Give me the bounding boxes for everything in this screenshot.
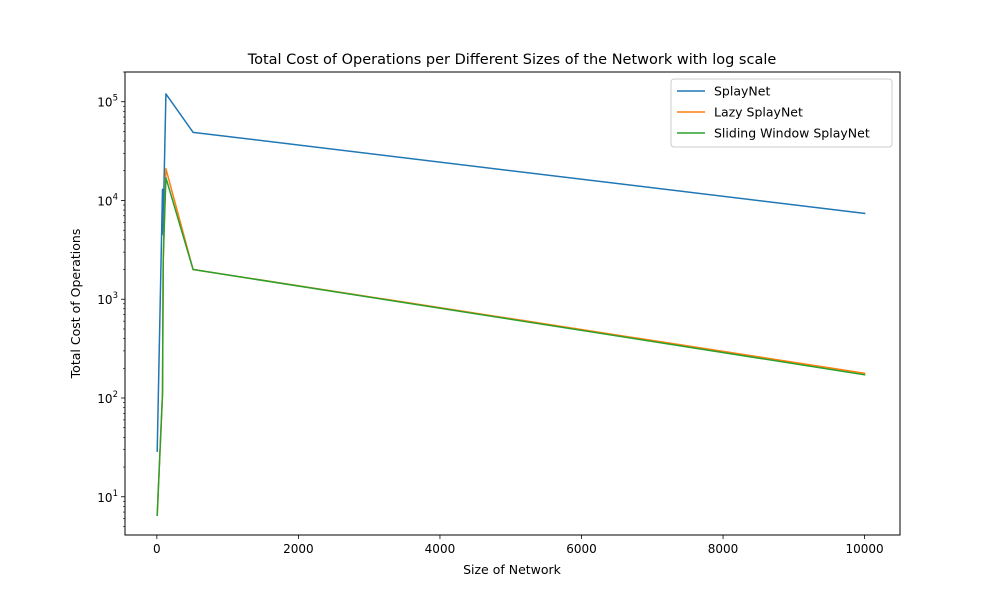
- y-axis-label: Total Cost of Operations: [68, 229, 83, 380]
- x-tick-label: 4000: [425, 542, 456, 556]
- series-line-1: [156, 167, 866, 517]
- x-axis-label: Size of Network: [463, 562, 562, 577]
- x-tick-label: 10000: [846, 542, 884, 556]
- legend-box: [670, 78, 893, 148]
- y-tick-label: 102: [97, 390, 118, 406]
- x-tick-label: 0: [153, 542, 161, 556]
- x-tick-label: 8000: [708, 542, 739, 556]
- y-tick-label: 105: [97, 94, 118, 110]
- series-line-2: [156, 176, 866, 517]
- y-tick-label: 101: [97, 489, 118, 505]
- x-axis-ticks: 0 2000 4000 6000 8000 10000: [153, 535, 884, 556]
- y-tick-label: 104: [97, 192, 118, 208]
- legend: SplayNet Lazy SplayNet Sliding Window Spla…: [670, 78, 893, 148]
- y-tick-label: 103: [97, 291, 118, 307]
- legend-label-1: Lazy SplayNet: [714, 105, 803, 120]
- legend-label-2: Sliding Window SplayNet: [714, 126, 870, 141]
- x-tick-label: 6000: [566, 542, 597, 556]
- x-tick-label: 2000: [283, 542, 314, 556]
- series-line-0: [156, 93, 866, 452]
- series-layer: [156, 93, 866, 517]
- chart-title: Total Cost of Operations per Different S…: [247, 52, 777, 68]
- legend-label-0: SplayNet: [714, 84, 770, 99]
- y-axis-ticks: 101 102 103 104 105: [97, 71, 125, 527]
